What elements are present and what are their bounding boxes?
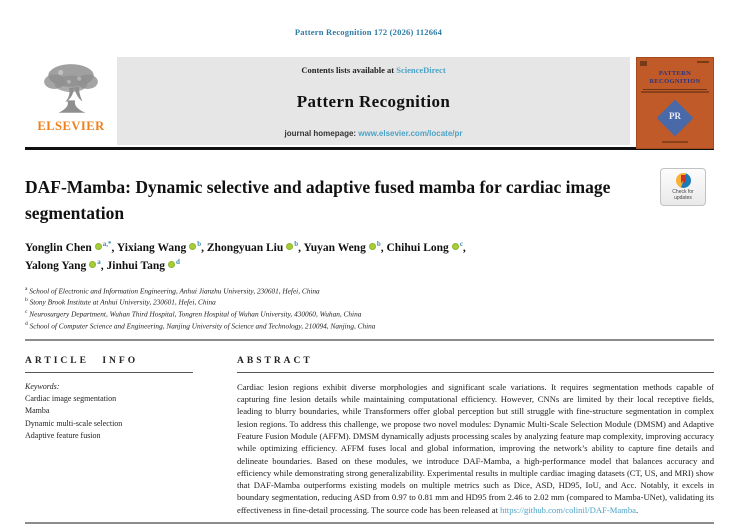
author-separator: , (380, 242, 387, 255)
author: Chihui Long c, (386, 240, 466, 255)
masthead: ELSEVIER Contents lists available at Sci… (25, 57, 714, 149)
cover-corner-mark (640, 61, 647, 66)
article-info-heading: ARTICLE INFO (25, 356, 193, 373)
author-list: Yonglin Chen a,*, Yixiang Wang b, Zhongyua… (25, 240, 714, 276)
journal-citation: Pattern Recognition 172 (2026) 112664 (294, 27, 443, 37)
author-affil-sup[interactable]: b (376, 240, 381, 249)
author-affil-sup[interactable]: b (197, 240, 202, 249)
contents-line: Contents lists available at ScienceDirec… (301, 65, 445, 75)
author: Yuyan Weng b, (303, 240, 387, 255)
journal-banner: Contents lists available at ScienceDirec… (117, 57, 630, 145)
author: Yixiang Wang b, (116, 240, 207, 255)
masthead-divider (25, 147, 714, 150)
author-name: Yuyan Weng (303, 242, 366, 255)
cover-footer-line (662, 141, 688, 143)
homepage-line: journal homepage: www.elsevier.com/locat… (285, 129, 463, 138)
orcid-icon[interactable] (286, 243, 294, 251)
keywords-label: Keywords: (25, 381, 60, 391)
abstract-body-text: Cardiac lesion regions exhibit diverse m… (237, 381, 714, 515)
author-separator: , (298, 242, 304, 255)
keyword-item: Mamba (25, 406, 50, 416)
author: Zhongyuan Liu b, (206, 240, 304, 255)
cover-title: PATTERN RECOGNITION (649, 70, 701, 86)
author-affil-sup[interactable]: c (459, 240, 463, 249)
author: Jinhui Tang d (106, 258, 180, 273)
journal-cover-thumbnail[interactable]: PATTERN RECOGNITION PR (636, 57, 714, 149)
article-info-column: ARTICLE INFO Keywords: Cardiac image seg… (25, 356, 193, 517)
affiliation-sup: a (25, 285, 28, 292)
cover-subtitle-line (641, 91, 709, 93)
author-name: Chihui Long (386, 242, 449, 255)
author-affil-sup[interactable]: d (176, 258, 180, 267)
author-separator: , (462, 242, 466, 255)
affiliation-sup: c (25, 309, 28, 316)
affiliation-text: School of Electronic and Information Eng… (29, 286, 320, 296)
abstract-trailing-period: . (635, 504, 639, 515)
affiliation: d School of Computer Science and Enginee… (25, 320, 714, 332)
author-name: Zhongyuan Liu (206, 242, 284, 255)
cover-monogram: PR (669, 111, 681, 121)
author-name: Yixiang Wang (116, 242, 187, 255)
orcid-icon[interactable] (94, 243, 102, 251)
author-separator: , (100, 260, 107, 273)
affiliation: c Neurosurgery Department, Wuhan Third H… (25, 308, 714, 320)
author-name: Jinhui Tang (106, 260, 166, 273)
crossmark-label: Check for updates (672, 188, 694, 202)
affiliation: a School of Electronic and Information E… (25, 285, 714, 297)
crossmark-label-line1: Check for (672, 188, 694, 195)
crossmark-icon (675, 172, 691, 188)
orcid-icon[interactable] (451, 243, 459, 251)
orcid-icon[interactable] (89, 261, 97, 269)
abstract-text: Cardiac lesion regions exhibit diverse m… (237, 381, 714, 517)
orcid-icon[interactable] (168, 261, 176, 269)
section-divider-bottom (25, 522, 714, 525)
author-name: Yonglin Chen (25, 242, 92, 255)
keyword-item: Cardiac image segmentation (25, 393, 117, 403)
affiliation-sup: b (25, 297, 28, 304)
keywords-block: Keywords: Cardiac image segmentation Mam… (25, 381, 193, 443)
elsevier-tree-icon (44, 64, 98, 113)
abstract-heading: ABSTRACT (237, 356, 714, 373)
author: Yalong Yang a, (25, 258, 107, 273)
author-separator: , (201, 242, 207, 255)
author: Yonglin Chen a,*, (25, 240, 117, 255)
affiliation-sup: d (25, 320, 28, 327)
elsevier-logo[interactable]: ELSEVIER (25, 57, 117, 145)
author-affil-sup[interactable]: a,* (102, 240, 112, 249)
crossmark-bookmark-icon (680, 174, 686, 184)
author-affil-sup[interactable]: b (294, 240, 299, 249)
keyword-item: Dynamic multi-scale selection (25, 418, 123, 428)
source-code-link[interactable]: https://github.com/colinil/DAF-Mamba (500, 504, 636, 515)
cover-rule (643, 89, 707, 90)
affiliation-list: a School of Electronic and Information E… (25, 285, 714, 332)
affiliation-text: Neurosurgery Department, Wuhan Third Hos… (29, 309, 362, 319)
section-divider-top (25, 338, 714, 341)
homepage-label: journal homepage: (284, 129, 359, 138)
homepage-url-link[interactable]: www.elsevier.com/locate/pr (358, 129, 463, 138)
journal-name: Pattern Recognition (296, 92, 451, 111)
contents-text: Contents lists available at (301, 65, 397, 75)
affiliation: b Stony Brook Institute at Anhui Univers… (25, 296, 714, 308)
orcid-icon[interactable] (189, 243, 197, 251)
orcid-icon[interactable] (368, 243, 376, 251)
info-abstract-columns: ARTICLE INFO Keywords: Cardiac image seg… (25, 356, 714, 517)
affiliation-text: School of Computer Science and Engineeri… (29, 321, 376, 331)
cover-issue-mark (697, 61, 709, 63)
author-separator: , (111, 242, 117, 255)
crossmark-label-line2: updates (674, 194, 692, 201)
author-affil-sup[interactable]: a (97, 258, 101, 267)
elsevier-wordmark: ELSEVIER (37, 119, 105, 133)
paper-title: DAF-Mamba: Dynamic selective and adaptiv… (25, 177, 611, 224)
keyword-item: Adaptive feature fusion (25, 431, 101, 441)
check-for-updates-badge[interactable]: Check for updates (660, 168, 706, 206)
author-name: Yalong Yang (25, 260, 87, 273)
abstract-column: ABSTRACT Cardiac lesion regions exhibit … (237, 356, 714, 517)
sciencedirect-link[interactable]: ScienceDirect (396, 65, 446, 75)
title-block: DAF-Mamba: Dynamic selective and adaptiv… (25, 168, 714, 227)
affiliation-text: Stony Brook Institute at Anhui Universit… (29, 297, 216, 307)
